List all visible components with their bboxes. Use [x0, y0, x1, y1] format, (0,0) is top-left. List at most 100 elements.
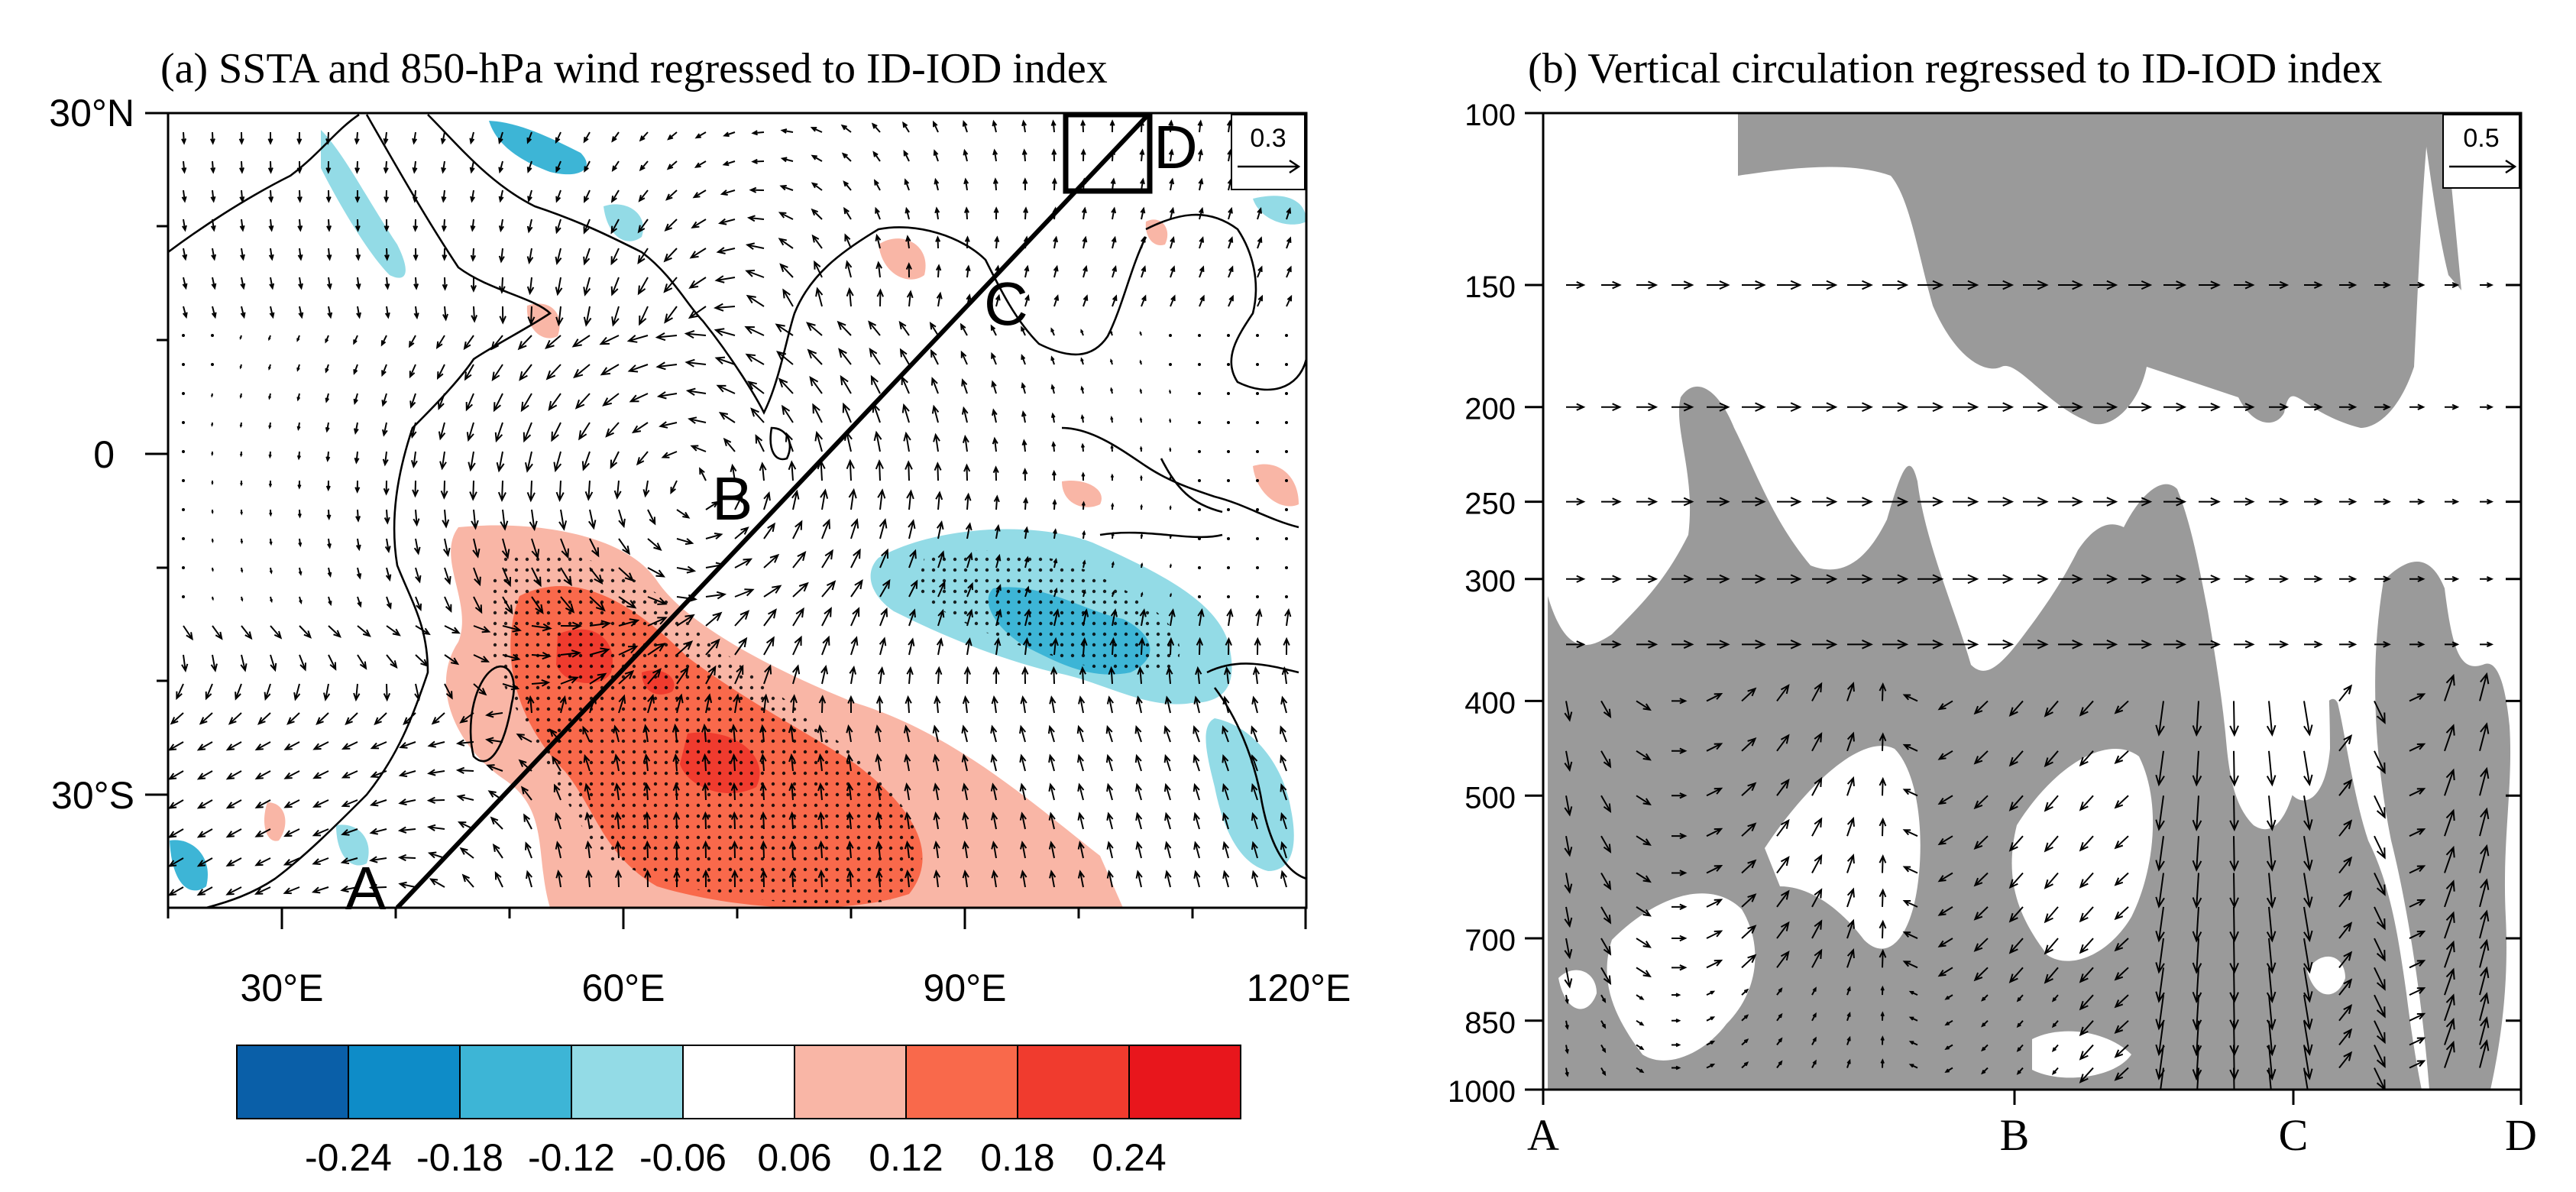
wind-arrow [906, 489, 914, 510]
wind-arrow [871, 122, 881, 133]
section-label-c: C [984, 270, 1028, 338]
circulation-arrow [2269, 280, 2290, 290]
circulation-arrow [2409, 828, 2426, 837]
wind-arrow [559, 695, 567, 714]
wind-arrow [357, 654, 367, 670]
circulation-arrow [2016, 1067, 2024, 1075]
wind-arrow [240, 277, 246, 290]
circulation-arrow [2409, 498, 2426, 505]
wind-arrow [992, 408, 998, 423]
wind-arrow [325, 393, 330, 403]
circulation-arrow [1671, 698, 1688, 705]
circulation-arrow [2479, 844, 2490, 873]
wind-arrow [763, 636, 775, 656]
wind-arrow [431, 712, 445, 725]
wind-arrow [610, 189, 620, 203]
wind-arrow [672, 782, 680, 801]
wind-arrow [1024, 293, 1030, 307]
circulation-arrow [2192, 701, 2202, 737]
wind-arrow [1169, 334, 1172, 337]
wind-arrow [1251, 754, 1258, 772]
wind-arrow [498, 219, 504, 233]
clear-region-2 [1765, 746, 1921, 949]
wind-arrow [820, 488, 829, 510]
wind-arrow [846, 287, 854, 307]
wind-arrow [1050, 327, 1055, 336]
circulation-arrow [2444, 940, 2455, 968]
wind-arrow [1222, 811, 1229, 830]
wind-arrow [1251, 811, 1258, 830]
circulation-arrow [2338, 779, 2353, 796]
circulation-arrow [1811, 1036, 1817, 1045]
wind-arrow [902, 121, 910, 133]
circulation-arrow [2374, 873, 2386, 896]
circulation-arrow [1600, 795, 1612, 814]
wind-arrow [933, 869, 941, 888]
circulation-arrow [2304, 281, 2323, 289]
wind-arrow [1080, 148, 1086, 162]
wind-arrow [702, 840, 710, 859]
circulation-arrow [2374, 906, 2386, 931]
wind-arrow [1105, 724, 1113, 743]
wind-arrow [210, 189, 216, 203]
wind-arrow [611, 131, 620, 143]
wind-arrow [1134, 724, 1142, 743]
circulation-arrow [1741, 925, 1757, 939]
wind-arrow [382, 451, 389, 467]
wind-arrow [494, 871, 503, 888]
wind-arrow [1110, 473, 1115, 481]
wind-arrow [936, 637, 944, 656]
circulation-arrow [1741, 822, 1757, 837]
wind-arrow [750, 407, 765, 423]
wind-arrow [1285, 334, 1288, 337]
wind-arrow [527, 695, 535, 714]
wind-arrow [932, 724, 940, 743]
wind-arrow [1168, 119, 1174, 133]
circulation-arrow [2374, 498, 2391, 505]
wind-arrow [459, 712, 474, 724]
circulation-arrow [1846, 918, 1855, 939]
wind-arrow [268, 335, 271, 342]
wind-arrow [992, 666, 1000, 685]
circulation-arrow [2303, 836, 2313, 872]
circulation-arrow [2338, 819, 2353, 837]
wind-arrow [1077, 870, 1086, 888]
wind-arrow [267, 160, 273, 174]
wind-arrow [583, 131, 591, 144]
circulation-arrow [1812, 497, 1838, 507]
pressure-label: 850 [1464, 1006, 1516, 1040]
panel-b: (b) Vertical circulation regressed to ID… [1448, 45, 2537, 1160]
wind-arrow [269, 567, 273, 575]
circulation-arrow [2079, 1020, 2094, 1037]
wind-arrow [1198, 363, 1201, 366]
circulation-arrow [1564, 750, 1573, 773]
wind-arrow [311, 886, 329, 894]
wind-arrow [1256, 508, 1259, 511]
wind-arrow [841, 152, 852, 162]
circulation-arrow [2192, 873, 2202, 909]
wind-arrow [1280, 870, 1287, 888]
wind-arrow [1228, 265, 1234, 278]
wind-arrow [441, 160, 447, 174]
circulation-arrow [1741, 1014, 1749, 1022]
wind-arrow [821, 635, 830, 656]
circulation-arrow [1908, 1016, 1918, 1022]
wind-arrow [1135, 811, 1143, 830]
wind-arrow [673, 840, 681, 859]
circulation-arrow [1908, 1041, 1918, 1046]
wind-arrow [368, 883, 387, 892]
wind-arrow [269, 277, 275, 290]
circulation-arrow [1988, 574, 2015, 585]
wind-arrow [1082, 235, 1088, 249]
wind-arrow [990, 782, 998, 801]
circulation-arrow [1564, 873, 1573, 894]
wind-arrow [283, 770, 300, 779]
wind-arrow [531, 567, 542, 588]
circulation-arrow [1671, 934, 1688, 942]
wind-arrow [383, 248, 390, 261]
wind-arrow [283, 799, 300, 808]
wind-arrow [692, 189, 707, 199]
wind-arrow [702, 869, 710, 888]
wind-arrow [1024, 556, 1030, 568]
